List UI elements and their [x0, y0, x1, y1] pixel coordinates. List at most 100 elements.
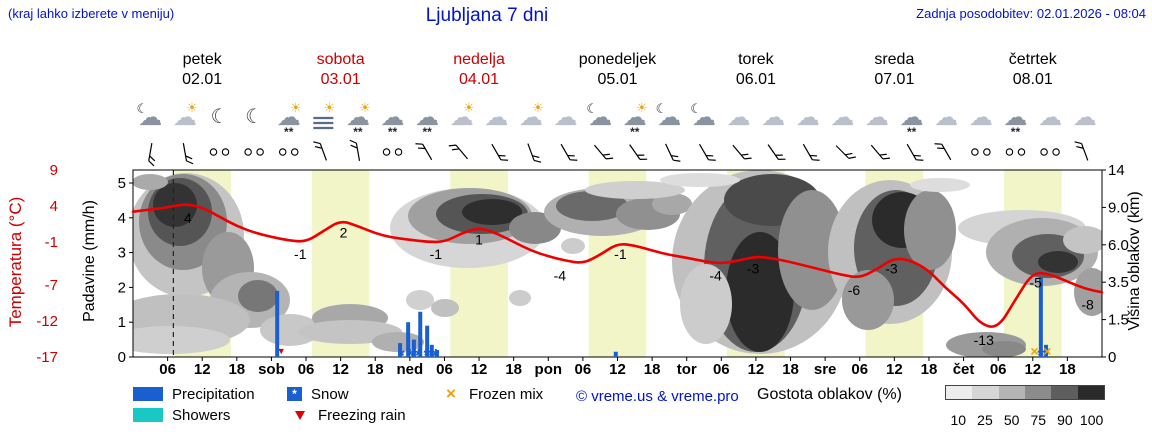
time-label: 18: [367, 361, 384, 378]
cloud-density-scale-segment: [946, 386, 973, 399]
temp-point-label: -13: [974, 332, 994, 348]
moon-icon: ☾: [136, 101, 148, 116]
barb-tick: [934, 143, 942, 145]
cloud-blob: [1063, 226, 1102, 254]
cloud-icon: ☁: [381, 104, 405, 131]
wind-barb-icon: [934, 143, 952, 161]
barb-shaft: [906, 143, 917, 161]
time-label: 12: [471, 361, 488, 378]
cloud-icon: ☁: [761, 104, 785, 131]
calm-wind-icon: [278, 148, 287, 156]
time-label: sob: [258, 361, 285, 378]
cloud-density-scale-number: 90: [1057, 412, 1073, 428]
barb-tick: [937, 147, 945, 150]
wind-barb-icon: [349, 139, 361, 161]
snowfall-icon: **: [422, 125, 432, 139]
barb-tick: [602, 153, 611, 156]
wind-barb-icon: [906, 143, 924, 161]
temp-tick-label: 9: [50, 162, 58, 179]
copyright-link[interactable]: © vreme.us & vreme.pro: [576, 388, 739, 405]
cloud-icon: ☁: [727, 104, 751, 131]
wind-barb-icon: [802, 143, 820, 161]
calm-wind-icon: [382, 148, 391, 156]
wind-barb-icon: [448, 144, 469, 160]
frozen-mix-x-icon: ×: [446, 384, 456, 403]
time-label: 06: [575, 361, 592, 378]
cloud-blob: [726, 232, 794, 352]
moon-icon: ☾: [211, 106, 229, 128]
barb-shaft: [698, 143, 710, 161]
temp-tick-label: -7: [45, 277, 58, 294]
snow-star-icon: *: [287, 387, 302, 401]
snow-marker-icon: *: [398, 346, 405, 366]
temp-tick-label: -1: [45, 234, 58, 251]
precip-bar: [434, 350, 439, 357]
cloud-blob: [406, 290, 434, 310]
temp-point-label: 2: [340, 224, 348, 240]
cloud-density-scale-number: 10: [950, 412, 967, 428]
cloud-icon: ☁: [519, 104, 543, 131]
snow-marker-icon: *: [415, 346, 422, 366]
cloud-blob: [556, 191, 628, 221]
calm-wind-icon: [394, 148, 403, 156]
cloud-blob: [238, 280, 278, 312]
barb-shaft: [355, 143, 361, 161]
barb-tick: [1074, 141, 1082, 145]
barb-tick: [778, 158, 786, 160]
cloud-blob: [1074, 268, 1102, 316]
barb-shaft: [527, 143, 535, 161]
frozen-mix-marker-icon: ×: [1043, 343, 1051, 359]
precip-bar: [411, 339, 416, 357]
barb-tick: [882, 157, 891, 160]
snowfall-icon: **: [388, 125, 398, 139]
time-label: 06: [436, 361, 453, 378]
wind-barb-icon: [665, 143, 681, 162]
cloud-blob: [372, 332, 424, 352]
cloud-blob: [509, 290, 531, 306]
barb-tick: [417, 147, 426, 150]
barb-tick: [705, 154, 714, 157]
cloud-density-scale-segment: [972, 386, 999, 399]
time-label: 06: [713, 361, 730, 378]
barb-tick: [913, 154, 921, 157]
cloud-blob: [133, 326, 230, 354]
calm-wind-icon: [221, 148, 230, 156]
barb-tick: [500, 159, 509, 161]
legend-snow-label: Snow: [311, 385, 349, 403]
legend-precipitation-label: Precipitation: [172, 385, 255, 403]
cloud-density-scale-segment: [1024, 386, 1052, 399]
cloud-icon: ☁: [277, 104, 301, 131]
barb-shaft: [593, 144, 607, 160]
cloud-icon: ☁: [588, 104, 612, 131]
last-update: Zadnja posodobitev: 02.01.2026 - 08:04: [916, 6, 1146, 21]
temp-point-label: -6: [848, 282, 861, 298]
cloud-icon: ☁: [138, 104, 162, 131]
barb-shaft: [1081, 143, 1089, 161]
barb-shaft: [491, 143, 502, 161]
temp-point-label: 4: [184, 210, 192, 226]
barb-tick: [415, 143, 423, 145]
temp-point-label: -3: [885, 260, 898, 276]
cloud-density-scale-number: 100: [1079, 412, 1104, 428]
precip-bar: [1044, 344, 1049, 357]
legend-frozen-mix: × Frozen mix: [442, 384, 543, 403]
barb-shaft: [182, 143, 188, 161]
precipitation-swatch-icon: [133, 387, 163, 401]
cloud-density-scale-number: 75: [1030, 412, 1047, 428]
barb-tick: [637, 154, 645, 156]
time-label: ned: [397, 361, 424, 378]
cloud-blob: [462, 199, 522, 225]
legend-freezing-rain: Freezing rain: [287, 407, 406, 424]
barb-tick: [744, 157, 752, 160]
temp-point-label: -8: [1081, 296, 1094, 312]
day-name: nedelja: [453, 51, 505, 68]
moon-icon: ☾: [656, 101, 668, 116]
barb-tick: [149, 155, 156, 162]
wind-barb-icon: [593, 144, 614, 160]
temp-point-label: -4: [709, 268, 722, 284]
barb-tick: [639, 158, 648, 160]
barb-tick: [313, 141, 321, 145]
precip-tick-label: 5: [118, 175, 126, 192]
barb-tick: [186, 160, 194, 165]
precip-bar: [275, 290, 280, 357]
